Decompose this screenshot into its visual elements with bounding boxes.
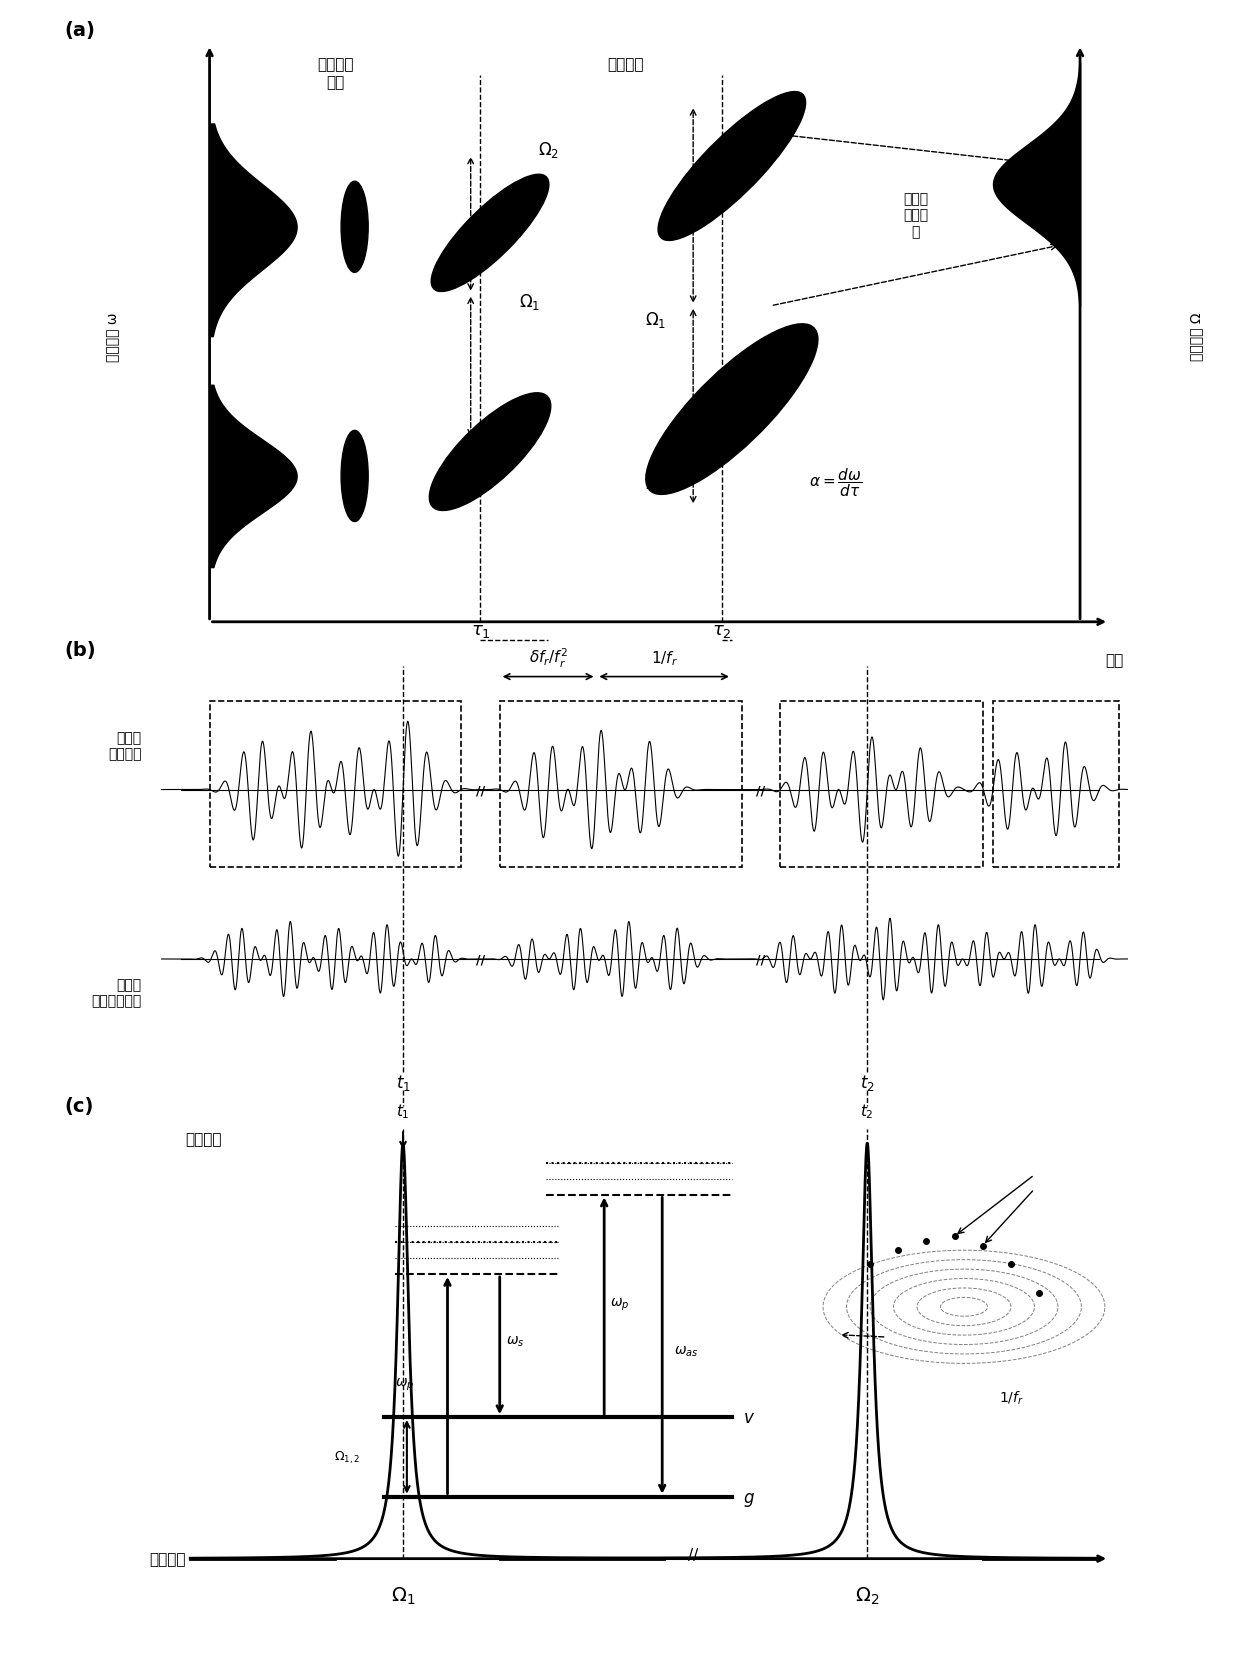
- Text: 光频梳
（泵浦）: 光频梳 （泵浦）: [108, 730, 141, 760]
- Text: $\Omega_2$: $\Omega_2$: [645, 474, 666, 494]
- Text: 泵浦
光: 泵浦 光: [215, 231, 231, 261]
- Ellipse shape: [432, 175, 549, 293]
- Ellipse shape: [429, 393, 551, 511]
- Text: 光频梳
（斯托克斯）: 光频梳 （斯托克斯）: [92, 978, 141, 1008]
- Text: (c): (c): [64, 1097, 94, 1115]
- Text: $\Omega_2$: $\Omega_2$: [538, 140, 559, 160]
- Text: (b): (b): [64, 641, 97, 659]
- Text: 脉冲频率 ω: 脉冲频率 ω: [105, 313, 120, 361]
- Ellipse shape: [341, 431, 368, 522]
- Text: //: //: [756, 953, 765, 965]
- Text: 斯托克
斯光: 斯托克 斯光: [215, 474, 239, 504]
- Text: $\Omega_1$: $\Omega_1$: [645, 310, 666, 329]
- Text: //: //: [476, 953, 485, 965]
- Text: $\alpha = \dfrac{d\omega}{d\tau}$: $\alpha = \dfrac{d\omega}{d\tau}$: [810, 466, 863, 499]
- Text: 光谱密度 Ω: 光谱密度 Ω: [1189, 313, 1203, 361]
- Text: $t_2$: $t_2$: [859, 1072, 874, 1092]
- Text: $1/f_r$: $1/f_r$: [651, 649, 678, 667]
- Text: $\Omega_1$: $\Omega_1$: [520, 291, 541, 311]
- Text: 变换极限
脉冲: 变换极限 脉冲: [317, 58, 353, 90]
- Text: $t_2$: $t_2$: [861, 1102, 874, 1120]
- Text: $\tau_1$: $\tau_1$: [470, 621, 490, 639]
- Text: $\Omega_1$: $\Omega_1$: [391, 1584, 415, 1606]
- Text: //: //: [756, 784, 765, 797]
- Ellipse shape: [658, 93, 806, 241]
- Text: //: //: [476, 784, 485, 797]
- Text: 拉曼频移: 拉曼频移: [149, 1551, 186, 1566]
- Ellipse shape: [646, 324, 818, 496]
- Text: //: //: [688, 1546, 698, 1561]
- Text: $\tau_2$: $\tau_2$: [713, 621, 732, 639]
- Text: (a): (a): [64, 22, 95, 40]
- Text: 测量时间: 测量时间: [186, 1132, 222, 1146]
- Text: $t_1$: $t_1$: [396, 1072, 410, 1092]
- Text: $\Omega_2$: $\Omega_2$: [856, 1584, 879, 1606]
- Text: 啁啾脉冲: 啁啾脉冲: [608, 58, 644, 73]
- Text: 时间: 时间: [1105, 652, 1123, 667]
- Ellipse shape: [341, 181, 368, 273]
- Text: $t_1$: $t_1$: [396, 1102, 410, 1120]
- Text: 反斯托
克斯信
号: 反斯托 克斯信 号: [903, 193, 929, 238]
- Text: $\delta f_r/f_r^2$: $\delta f_r/f_r^2$: [528, 646, 568, 669]
